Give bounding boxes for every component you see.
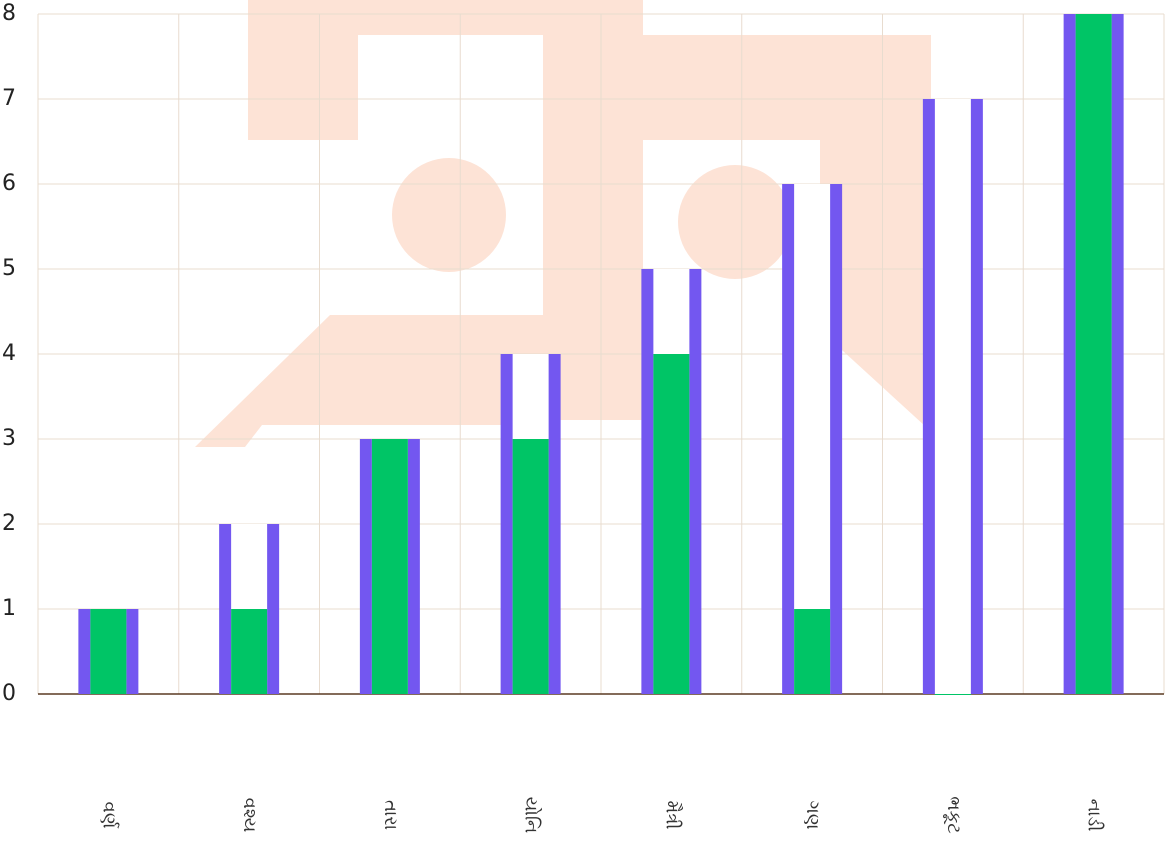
- x-tick-label: યોનિ: [521, 797, 542, 834]
- bar-obtained: [372, 439, 408, 694]
- x-tick-label: ભકૂટ: [943, 796, 964, 834]
- chart: 0 1 2 3 4 5 6 7 8 વર્ણ વશ્ય તારા યોનિ મૈત્રી ગણ ભકૂટ નાડ…: [0, 0, 1165, 842]
- bar-inner: [935, 99, 971, 694]
- y-tick-label: 1: [2, 596, 16, 621]
- y-tick-label: 6: [2, 171, 16, 196]
- x-tick-label: વર્ણ: [98, 802, 119, 829]
- y-tick-label: 5: [2, 256, 16, 281]
- x-tick-label: તારા: [380, 800, 401, 830]
- bar-obtained: [935, 694, 971, 695]
- x-tick-label: નાડી: [1084, 799, 1105, 832]
- x-tick-label: મૈત્રી: [661, 801, 683, 830]
- bar-obtained: [90, 609, 126, 694]
- bar-obtained: [231, 609, 267, 694]
- x-tick-label: ગણ: [802, 801, 823, 830]
- y-tick-label: 7: [2, 86, 16, 111]
- bar-obtained: [1076, 14, 1112, 694]
- bar-obtained: [513, 439, 549, 694]
- y-tick-label: 2: [2, 511, 16, 536]
- bar-obtained: [794, 609, 830, 694]
- x-tick-label: વશ્ય: [239, 798, 260, 833]
- y-tick-label: 4: [2, 341, 16, 366]
- bar-obtained: [653, 354, 689, 694]
- y-tick-label: 3: [2, 426, 16, 451]
- y-tick-label: 8: [2, 1, 16, 26]
- y-tick-label: 0: [2, 681, 16, 706]
